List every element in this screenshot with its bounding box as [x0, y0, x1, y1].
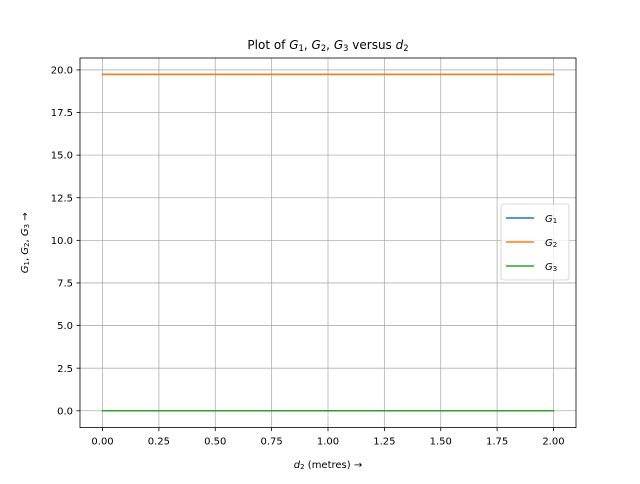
chart-title-var-3: G: [312, 38, 321, 52]
x-tick-label: 0.50: [204, 437, 226, 448]
y-tick-label: 15.0: [51, 151, 73, 162]
x-axis-label-sub-0: 2: [300, 463, 304, 471]
x-axis-label-var-0: d: [294, 460, 301, 471]
chart-title-text-0: Plot of: [247, 38, 289, 52]
legend-box: [500, 203, 570, 281]
chart-title-sub-3: 2: [321, 43, 326, 53]
y-axis-label-text-3: ,: [20, 236, 31, 242]
y-axis-label-group: G1, G2, G3 →: [20, 212, 31, 273]
legend-label-g2: G2: [545, 238, 557, 249]
chart-title-text-2: ,: [304, 38, 312, 52]
x-tick-label: 0.75: [261, 437, 283, 448]
y-tick-label: 10.0: [51, 236, 73, 247]
series-layer: [101, 73, 555, 412]
x-tick-label: 1.00: [317, 437, 339, 448]
legend-label-g3: G3: [545, 262, 557, 273]
y-tick-label: 20.0: [51, 66, 73, 77]
legend-label-g2-sub-0: 2: [553, 241, 557, 249]
y-axis-label-text-1: ,: [20, 255, 31, 261]
y-axis-label-var-2: G: [20, 247, 31, 255]
y-axis-label-text-5: →: [20, 212, 31, 224]
y-axis-label-sub-0: 1: [23, 261, 31, 265]
y-axis-label: G1, G2, G3 →: [20, 212, 31, 273]
y-tick-label: 7.5: [57, 279, 73, 290]
chart-title-sub-7: 2: [403, 43, 408, 53]
x-tick-label: 0.25: [148, 437, 170, 448]
x-axis-label: d2 (metres) →: [294, 460, 362, 471]
x-tick-label: 1.75: [486, 437, 508, 448]
tick-layer: 0.00 0.25 0.50 0.75 1.00 1.25 1.50 1.75 2.00 0.0 2…: [51, 66, 565, 448]
legend-label-g3-sub-0: 3: [553, 265, 557, 273]
x-axis-label-text-1: (metres) →: [305, 460, 363, 471]
legend-label-g2-var-0: G: [545, 238, 553, 249]
chart-title-sub-5: 3: [343, 43, 348, 53]
y-tick-label: 12.5: [51, 193, 73, 204]
legend-label-g1-sub-0: 1: [553, 217, 557, 225]
chart-title: Plot of G1, G2, G3 versus d2: [247, 38, 408, 53]
chart-title-var-7: d: [396, 38, 404, 52]
y-axis-label-var-4: G: [20, 228, 31, 236]
grid-layer: [80, 58, 576, 428]
x-tick-label: 1.50: [430, 437, 452, 448]
legend-label-g3-var-0: G: [545, 262, 553, 273]
y-axis-label-sub-2: 2: [23, 242, 31, 246]
y-axis-label-var-0: G: [20, 265, 31, 273]
chart-title-var-1: G: [289, 38, 298, 52]
x-tick-label: 1.25: [373, 437, 395, 448]
legend-label-g1: G1: [545, 214, 557, 225]
y-tick-label: 0.0: [57, 406, 73, 417]
y-axis-label-sub-4: 3: [23, 224, 31, 228]
y-tick-label: 5.0: [57, 321, 73, 332]
x-tick-label: 2.00: [542, 437, 564, 448]
chart-title-var-5: G: [334, 38, 343, 52]
chart-title-group: Plot of G1, G2, G3 versus d2: [247, 38, 408, 53]
y-tick-label: 2.5: [57, 364, 73, 375]
chart-title-sub-1: 1: [299, 43, 304, 53]
chart-title-text-6: versus: [348, 38, 395, 52]
chart-title-text-4: ,: [326, 38, 334, 52]
x-tick-label: 0.00: [91, 437, 113, 448]
y-tick-label: 17.5: [51, 108, 73, 119]
legend-label-g1-var-0: G: [545, 214, 553, 225]
